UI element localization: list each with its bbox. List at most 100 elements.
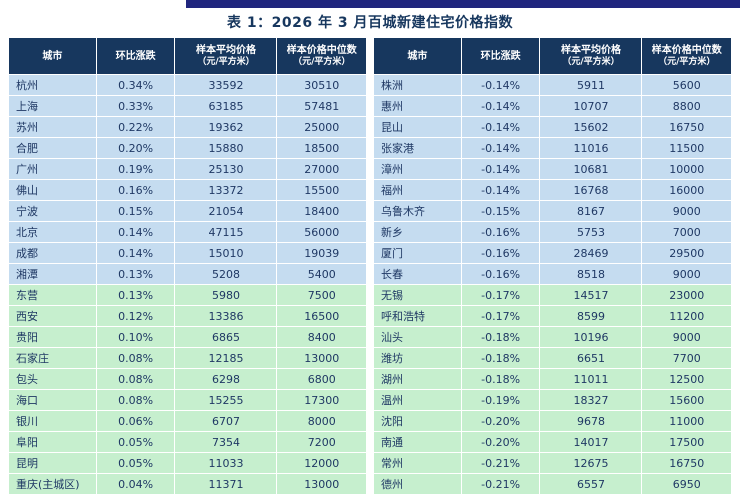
table-row: 惠州 -0.14% 10707 8800	[373, 95, 732, 117]
cell-change: 0.08%	[95, 389, 176, 411]
cell-median: 17300	[276, 389, 367, 411]
cell-median: 16750	[641, 452, 732, 474]
cell-change: 0.16%	[95, 179, 176, 201]
cell-city: 东营	[8, 284, 97, 306]
cell-change: -0.16%	[460, 242, 541, 264]
cell-city: 昆山	[373, 116, 462, 138]
cell-avg: 15602	[539, 116, 643, 138]
cell-city: 成都	[8, 242, 97, 264]
cell-city: 广州	[8, 158, 97, 180]
cell-avg: 19362	[174, 116, 278, 138]
cell-change: -0.14%	[460, 137, 541, 159]
cell-change: 0.19%	[95, 158, 176, 180]
cell-change: -0.15%	[460, 200, 541, 222]
cell-avg: 6865	[174, 326, 278, 348]
cell-avg: 16768	[539, 179, 643, 201]
cell-city: 杭州	[8, 74, 97, 96]
cell-avg: 8167	[539, 200, 643, 222]
table-body-right: 株洲 -0.14% 5911 5600 惠州 -0.14% 10707 8800 昆山 -0.14…	[373, 74, 732, 495]
table-row: 常州 -0.21% 12675 16750	[373, 452, 732, 474]
table-row: 无锡 -0.17% 14517 23000	[373, 284, 732, 306]
cell-change: -0.17%	[460, 305, 541, 327]
table-header-left: 城市 环比涨跌 样本平均价格 （元/平方米） 样本价格中位数 （元/平方米）	[8, 37, 367, 75]
cell-change: -0.16%	[460, 221, 541, 243]
table-row: 南通 -0.20% 14017 17500	[373, 431, 732, 453]
cell-median: 13000	[276, 347, 367, 369]
cell-avg: 11371	[174, 473, 278, 495]
table-title: 表 1：2026 年 3 月百城新建住宅价格指数	[227, 15, 513, 31]
cell-city: 湖州	[373, 368, 462, 390]
cell-median: 9000	[641, 263, 732, 285]
cell-median: 7000	[641, 221, 732, 243]
cell-median: 12000	[276, 452, 367, 474]
table-row: 西安 0.12% 13386 16500	[8, 305, 367, 327]
cell-avg: 12185	[174, 347, 278, 369]
cell-avg: 14517	[539, 284, 643, 306]
cell-avg: 15880	[174, 137, 278, 159]
table-header-right: 城市 环比涨跌 样本平均价格 （元/平方米） 样本价格中位数 （元/平方米）	[373, 37, 732, 75]
column-header: 样本价格中位数 （元/平方米）	[276, 37, 367, 75]
cell-median: 6800	[276, 368, 367, 390]
column-header: 样本平均价格 （元/平方米）	[539, 37, 643, 75]
table-row: 昆明 0.05% 11033 12000	[8, 452, 367, 474]
cell-change: -0.16%	[460, 263, 541, 285]
cell-city: 阜阳	[8, 431, 97, 453]
cell-avg: 6298	[174, 368, 278, 390]
cell-city: 福州	[373, 179, 462, 201]
cell-avg: 63185	[174, 95, 278, 117]
table-body-left: 杭州 0.34% 33592 30510 上海 0.33% 63185 57481 苏州 0.22…	[8, 74, 367, 495]
cell-city: 苏州	[8, 116, 97, 138]
table-row: 厦门 -0.16% 28469 29500	[373, 242, 732, 264]
cell-change: 0.08%	[95, 347, 176, 369]
cell-avg: 15255	[174, 389, 278, 411]
cell-avg: 8518	[539, 263, 643, 285]
cell-city: 新乡	[373, 221, 462, 243]
table-row: 广州 0.19% 25130 27000	[8, 158, 367, 180]
cell-change: 0.05%	[95, 431, 176, 453]
table-row: 上海 0.33% 63185 57481	[8, 95, 367, 117]
cell-avg: 6707	[174, 410, 278, 432]
cell-median: 12500	[641, 368, 732, 390]
cell-median: 18500	[276, 137, 367, 159]
cell-median: 5400	[276, 263, 367, 285]
table-row: 株洲 -0.14% 5911 5600	[373, 74, 732, 96]
cell-avg: 12675	[539, 452, 643, 474]
table-row: 杭州 0.34% 33592 30510	[8, 74, 367, 96]
cell-median: 15500	[276, 179, 367, 201]
table-row: 石家庄 0.08% 12185 13000	[8, 347, 367, 369]
cell-avg: 5911	[539, 74, 643, 96]
column-header-unit: （元/平方米）	[293, 56, 351, 67]
cell-median: 16000	[641, 179, 732, 201]
cell-median: 19039	[276, 242, 367, 264]
cell-avg: 11016	[539, 137, 643, 159]
cell-median: 15600	[641, 389, 732, 411]
cell-avg: 5753	[539, 221, 643, 243]
cell-avg: 6651	[539, 347, 643, 369]
cell-city: 沈阳	[373, 410, 462, 432]
cell-change: -0.17%	[460, 284, 541, 306]
cell-median: 25000	[276, 116, 367, 138]
table-row: 海口 0.08% 15255 17300	[8, 389, 367, 411]
column-header-unit: （元/平方米）	[658, 56, 716, 67]
cell-city: 包头	[8, 368, 97, 390]
table-row: 汕头 -0.18% 10196 9000	[373, 326, 732, 348]
cell-avg: 15010	[174, 242, 278, 264]
cell-change: 0.22%	[95, 116, 176, 138]
cell-median: 23000	[641, 284, 732, 306]
header-row: 城市 环比涨跌 样本平均价格 （元/平方米） 样本价格中位数 （元/平方米）	[373, 37, 732, 75]
cell-median: 6950	[641, 473, 732, 495]
cell-median: 11000	[641, 410, 732, 432]
cell-city: 贵阳	[8, 326, 97, 348]
cell-avg: 6557	[539, 473, 643, 495]
cell-change: -0.18%	[460, 368, 541, 390]
cell-avg: 10681	[539, 158, 643, 180]
table-row: 昆山 -0.14% 15602 16750	[373, 116, 732, 138]
page-top-rule	[186, 0, 740, 8]
column-header: 环比涨跌	[460, 37, 541, 75]
cell-change: -0.14%	[460, 179, 541, 201]
cell-median: 29500	[641, 242, 732, 264]
table-row: 湘潭 0.13% 5208 5400	[8, 263, 367, 285]
cell-median: 7500	[276, 284, 367, 306]
cell-avg: 14017	[539, 431, 643, 453]
cell-city: 佛山	[8, 179, 97, 201]
